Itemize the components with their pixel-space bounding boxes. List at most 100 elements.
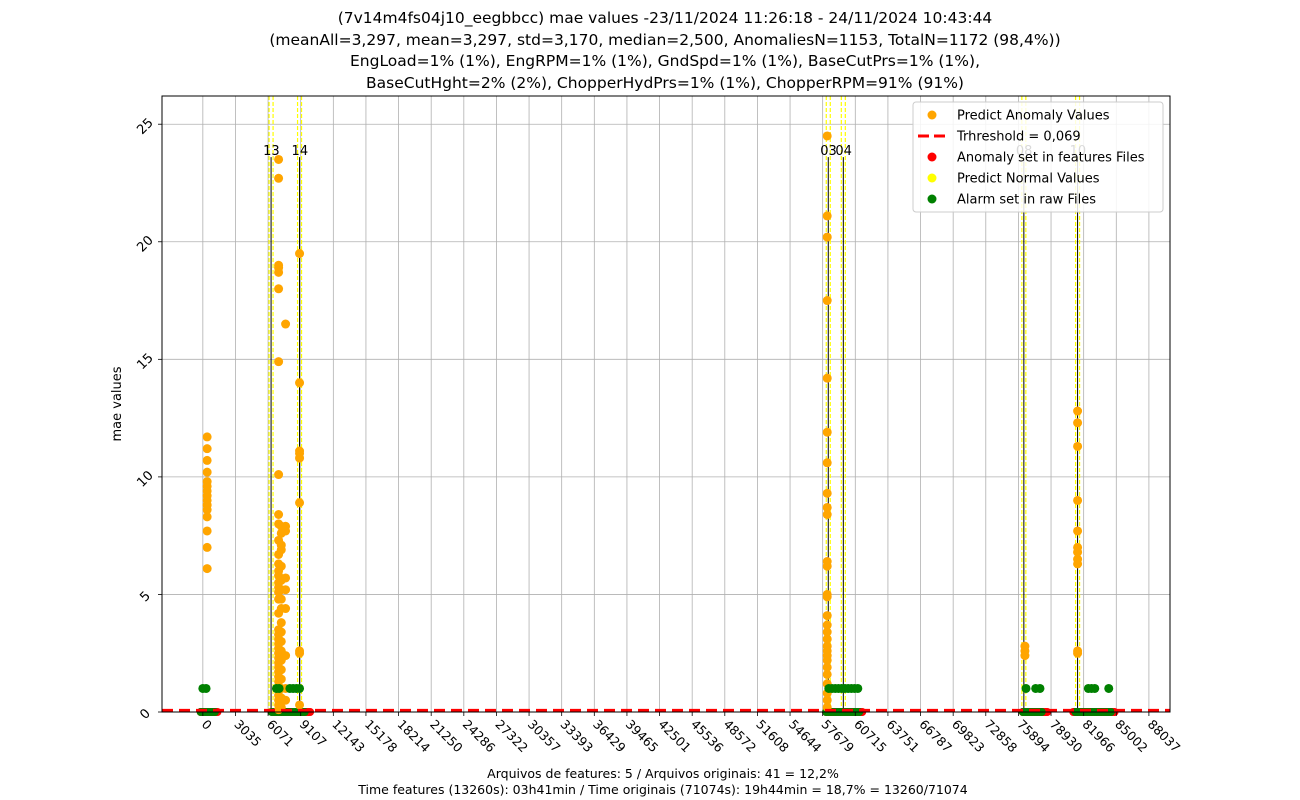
anomaly-point [295,700,305,710]
anomaly-point [202,477,212,487]
legend-box [912,101,1164,213]
alarm-point [1104,683,1114,693]
anomaly-point [276,665,286,675]
legend-label: Trhreshold = 0,069 [956,130,1081,145]
anomaly-point [202,467,212,477]
y-tick-label: 10 [134,468,156,490]
x-tick-label: 69823 [949,717,988,756]
title-line-4: BaseCutHght=2% (2%), ChopperHydPrs=1% (1… [366,73,964,92]
x-tick-label: 6071 [264,717,297,750]
alarm-point [295,683,305,693]
anomaly-point [822,634,832,644]
anomaly-point [1073,554,1083,564]
anomaly-point [281,604,291,614]
x-tick-label: 81966 [1080,717,1119,756]
x-tick-label: 33393 [558,717,597,756]
anomaly-point [822,373,832,383]
alarm-point [853,683,863,693]
anomaly-point [1073,526,1083,536]
alarm-point [1035,683,1045,693]
title-line-3: EngLoad=1% (1%), EngRPM=1% (1%), GndSpd=… [349,52,980,70]
anomaly-point [281,319,291,329]
anomaly-point [202,512,212,522]
alarm-point [1021,683,1031,693]
y-tick-label: 0 [137,706,153,722]
legend: Predict Anomaly Values Trhreshold = 0,069… [912,101,1164,213]
title-line-1: (7v14m4fs04j10_eegbbcc) mae values -23/1… [337,9,993,27]
legend-label: Anomaly set in features Files [957,151,1145,166]
x-tick-label: 88037 [1145,717,1184,756]
anomaly-point [276,636,286,646]
x-tick-label: 42501 [655,717,694,756]
anomaly-point [822,695,832,705]
anomaly-point [822,589,832,599]
y-tick-label: 15 [134,351,156,373]
anomaly-point [276,594,286,604]
anomaly-point [276,540,286,550]
alarm-point [1090,683,1100,693]
anomaly-point [1073,646,1083,656]
anomaly-point [281,521,291,531]
alarm-point [201,683,211,693]
anomaly-point [822,620,832,630]
anomaly-point [822,458,832,468]
x-tick-label: 57679 [819,717,858,756]
anomaly-point [1020,641,1030,651]
y-tick-label: 25 [134,116,156,138]
anomaly-point [822,131,832,141]
anomaly-point [274,284,284,294]
file-label: 13 [263,144,280,159]
anomaly-point [202,455,212,465]
y-tick-label: 5 [137,589,153,605]
x-tick-label: 9107 [297,717,330,750]
legend-label: Alarm set in raw Files [957,193,1096,208]
anomaly-point [1073,441,1083,451]
anomaly-point [295,646,305,656]
x-tick-label: 39465 [623,717,662,756]
x-tick-label: 51608 [753,717,792,756]
anomaly-point [822,296,832,306]
anomaly-point [295,446,305,456]
legend-label: Predict Anomaly Values [957,109,1110,124]
x-tick-label: 0 [199,717,215,733]
footer-line-1: Arquivos de features: 5 / Arquivos origi… [487,766,839,781]
x-tick-label: 30357 [525,717,564,756]
anomaly-point [822,611,832,621]
anomaly-point [822,557,832,567]
file-label: 14 [292,144,309,159]
x-tick-label: 27322 [492,717,531,756]
anomaly-point [281,573,291,583]
x-tick-label: 48572 [721,717,760,756]
anomaly-point [295,498,305,508]
x-tick-label: 78930 [1047,717,1086,756]
file-label: 04 [835,144,852,159]
x-tick-label: 72858 [982,717,1021,756]
anomaly-point [274,510,284,520]
axes-frame [161,95,1171,713]
anomaly-point [1073,542,1083,552]
anomaly-point [1073,418,1083,428]
anomaly-point [822,232,832,242]
anomaly-point [822,427,832,437]
anomaly-point [822,502,832,512]
x-tick-label: 60715 [851,717,890,756]
file-label: 03 [820,144,837,159]
y-tick-label: 20 [134,233,156,255]
legend-swatch [927,173,937,183]
anomaly-point [274,154,284,164]
x-tick-label: 45536 [688,717,727,756]
x-tick-label: 18214 [394,717,433,756]
anomaly-point [202,526,212,536]
anomaly-point [822,641,832,651]
anomaly-point [274,173,284,183]
x-tick-label: 85002 [1112,717,1151,756]
anomaly-point [276,627,286,637]
anomaly-point [274,357,284,367]
x-tick-label: 12143 [329,717,368,756]
x-tick-label: 75894 [1014,717,1053,756]
title-line-2: (meanAll=3,297, mean=3,297, std=3,170, m… [269,30,1061,49]
anomaly-point [822,627,832,637]
chart-title: (7v14m4fs04j10_eegbbcc) mae values -23/1… [0,8,1300,94]
anomaly-point [295,249,305,259]
